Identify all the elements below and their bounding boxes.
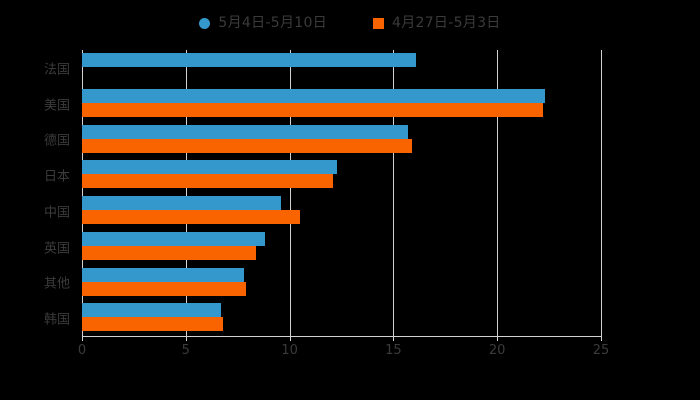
- x-axis-tick: [289, 336, 291, 341]
- gridline: [393, 50, 395, 336]
- gridline: [497, 50, 499, 336]
- bar[interactable]: [82, 102, 543, 117]
- category-row: 其他: [44, 265, 601, 301]
- y-axis-tick-label: 其他: [43, 276, 70, 292]
- bar[interactable]: [82, 160, 338, 175]
- x-axis-tick-label: 10: [281, 343, 298, 358]
- x-axis-tick: [393, 336, 395, 341]
- plot-area: 法国美国德国日本中国英国其他韩国: [44, 50, 602, 336]
- y-axis-tick-label: 美国: [43, 98, 70, 114]
- legend-marker-circle-icon: [199, 17, 211, 29]
- bar[interactable]: [82, 124, 408, 139]
- x-axis-tick-label: 0: [77, 343, 87, 358]
- category-row: 日本: [44, 157, 601, 193]
- bar[interactable]: [82, 317, 224, 332]
- x-axis-tick-label: 15: [385, 343, 402, 358]
- x-axis-tick: [185, 336, 187, 341]
- y-axis-tick-label: 日本: [43, 169, 70, 185]
- legend-marker-square-icon: [373, 17, 384, 29]
- x-axis-tick-label: 25: [592, 343, 610, 358]
- x-axis-tick: [82, 336, 83, 341]
- y-axis-tick-label: 中国: [43, 205, 70, 221]
- gridline: [289, 50, 291, 336]
- y-axis-tick-label: 英国: [43, 241, 70, 257]
- legend-item-series-0[interactable]: 5月4日-5月10日: [199, 16, 327, 30]
- gridline: [185, 50, 187, 336]
- legend-label-series-0: 5月4日-5月10日: [218, 15, 327, 31]
- x-axis-tick: [601, 336, 602, 341]
- category-row: 英国: [44, 229, 601, 265]
- bar[interactable]: [82, 196, 282, 210]
- legend-item-series-1[interactable]: 4月27日-5月3日: [373, 16, 501, 30]
- chart-legend: 5月4日-5月10日 4月27日-5月3日: [0, 10, 700, 36]
- category-row: 美国: [44, 86, 601, 122]
- bar[interactable]: [82, 231, 265, 246]
- bar[interactable]: [82, 303, 222, 318]
- y-axis-tick-label: 法国: [43, 62, 70, 78]
- x-axis-tick-label: 20: [488, 343, 506, 358]
- bar[interactable]: [82, 281, 246, 296]
- x-axis: 0 5 10 15 20 25: [78, 336, 609, 358]
- bar[interactable]: [82, 245, 257, 260]
- bar[interactable]: [82, 174, 334, 189]
- category-row: 韩国: [44, 300, 601, 336]
- bar[interactable]: [82, 267, 244, 282]
- y-axis-tick-label: 德国: [43, 133, 70, 149]
- bar[interactable]: [82, 210, 300, 224]
- category-row: 中国: [44, 193, 601, 229]
- category-row: 法国: [44, 50, 601, 86]
- x-axis-tick-label: 5: [181, 343, 190, 358]
- bar[interactable]: [82, 88, 545, 103]
- category-row: 德国: [44, 122, 601, 158]
- gridline: [82, 50, 83, 336]
- bar[interactable]: [82, 138, 413, 153]
- x-axis-tick: [497, 336, 499, 341]
- gridline: [601, 50, 602, 336]
- bar[interactable]: [82, 53, 417, 67]
- legend-label-series-1: 4月27日-5月3日: [392, 15, 501, 31]
- y-axis-tick-label: 韩国: [43, 312, 70, 328]
